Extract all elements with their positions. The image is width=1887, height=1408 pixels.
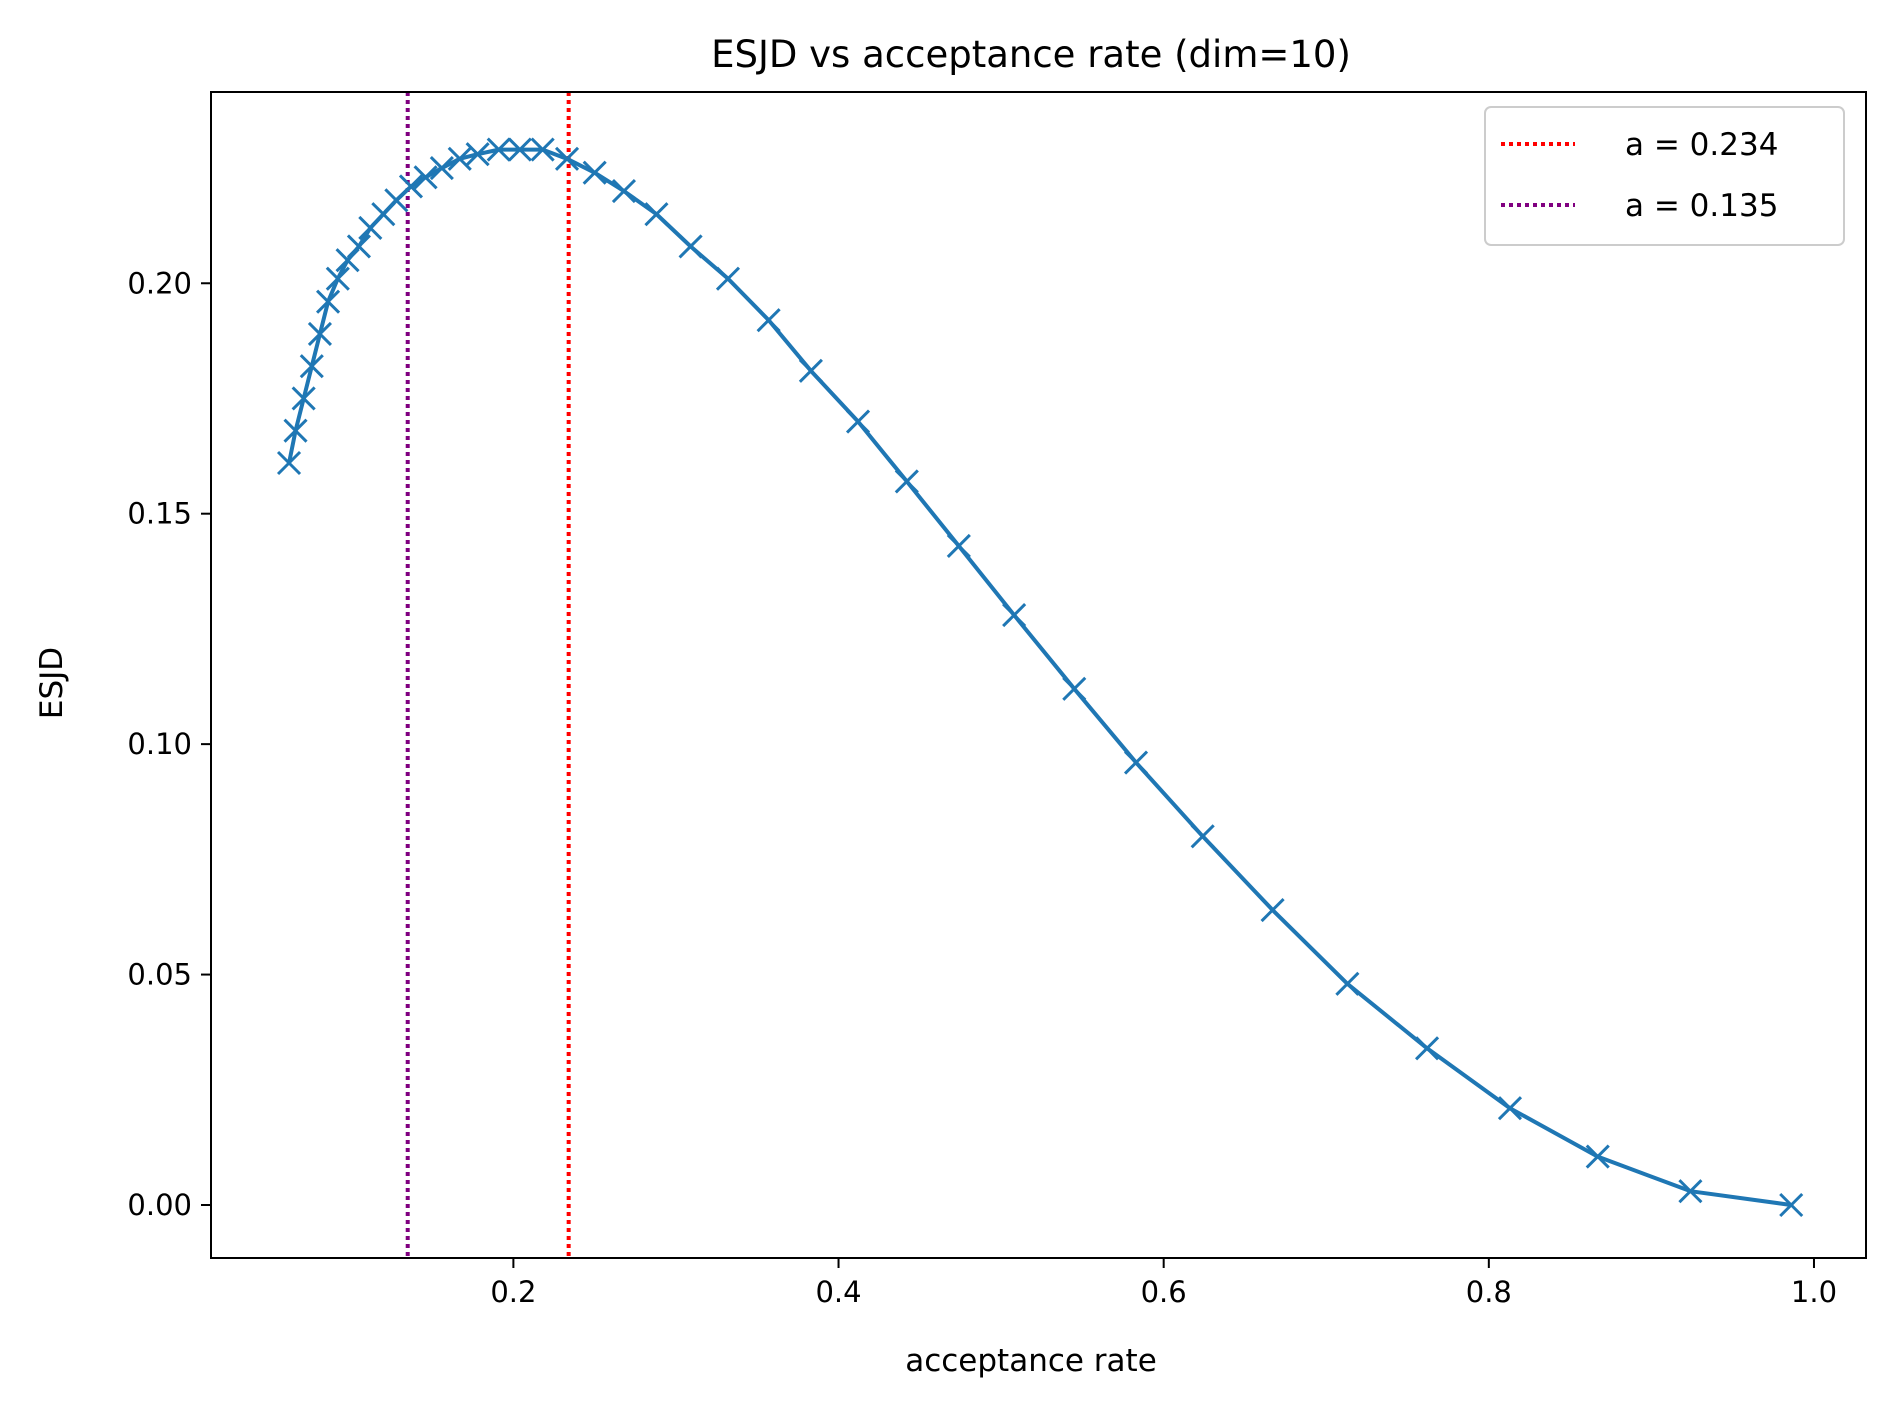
data-point-marker [276,450,302,476]
x-axis-label: acceptance rate [905,1343,1157,1379]
plot-frame [210,91,1867,1259]
data-point-marker [335,248,360,273]
data-point-marker [299,354,324,379]
y-tick-label: 0.00 [127,1188,192,1222]
data-point-marker [1585,1144,1610,1169]
axes: 0.2 0.4 0.6 0.8 1.0 0.00 0.05 0.10 0.15 0.20 [127,91,1867,1309]
data-point-marker [530,137,555,162]
legend-label-1: a = 0.234 [1625,127,1778,163]
data-point-marker [325,266,350,291]
data-point-marker [358,215,383,241]
y-tick-label: 0.05 [127,958,192,992]
data-point-marker [507,137,532,162]
x-tick-label: 0.6 [1141,1275,1187,1309]
data-point-marker [1678,1179,1703,1204]
data-point-marker [582,160,607,185]
data-point-marker [346,234,372,259]
data-point-marker [486,137,511,162]
data-point-marker [1062,676,1087,701]
data-point-marker [715,266,741,291]
legend: a = 0.234 a = 0.135 [1484,106,1845,246]
series-layer [276,137,1804,1218]
data-point-marker [465,142,490,167]
data-point-marker [756,308,781,333]
x-tick-label: 0.8 [1466,1275,1512,1309]
legend-box [1484,106,1845,246]
data-point-marker [845,409,871,434]
data-point-marker [447,146,472,171]
reference-lines [405,92,571,1258]
data-point-marker [678,234,703,259]
x-tick-label: 1.0 [1791,1275,1837,1309]
data-point-marker [1497,1096,1523,1121]
data-point-marker [1335,971,1360,996]
x-tick-label: 0.2 [490,1275,536,1309]
data-point-marker [1190,824,1215,849]
x-tick-label: 0.4 [815,1275,861,1309]
data-point-marker [413,165,438,190]
data-point-marker [307,321,332,347]
data-point-marker [429,155,454,181]
data-point-marker [1260,897,1285,923]
data-point-marker [291,386,316,411]
data-point-marker [1779,1192,1804,1218]
data-point-marker [946,533,971,559]
data-point-marker [894,469,919,494]
y-axis-label: ESJD [34,647,70,719]
data-point-marker [1123,750,1149,775]
y-tick-label: 0.10 [127,727,192,761]
data-point-marker [1414,1036,1440,1061]
data-point-marker [283,418,308,443]
chart-title: ESJD vs acceptance rate (dim=10) [711,33,1351,76]
data-point-marker [611,179,636,204]
data-point-marker [315,289,341,314]
data-point-marker [554,146,580,171]
data-point-marker [1002,603,1027,628]
y-tick-label: 0.20 [127,266,192,300]
legend-label-2: a = 0.135 [1625,188,1778,224]
data-point-marker [644,202,669,227]
data-point-marker [798,358,823,383]
y-tick-label: 0.15 [127,497,192,531]
